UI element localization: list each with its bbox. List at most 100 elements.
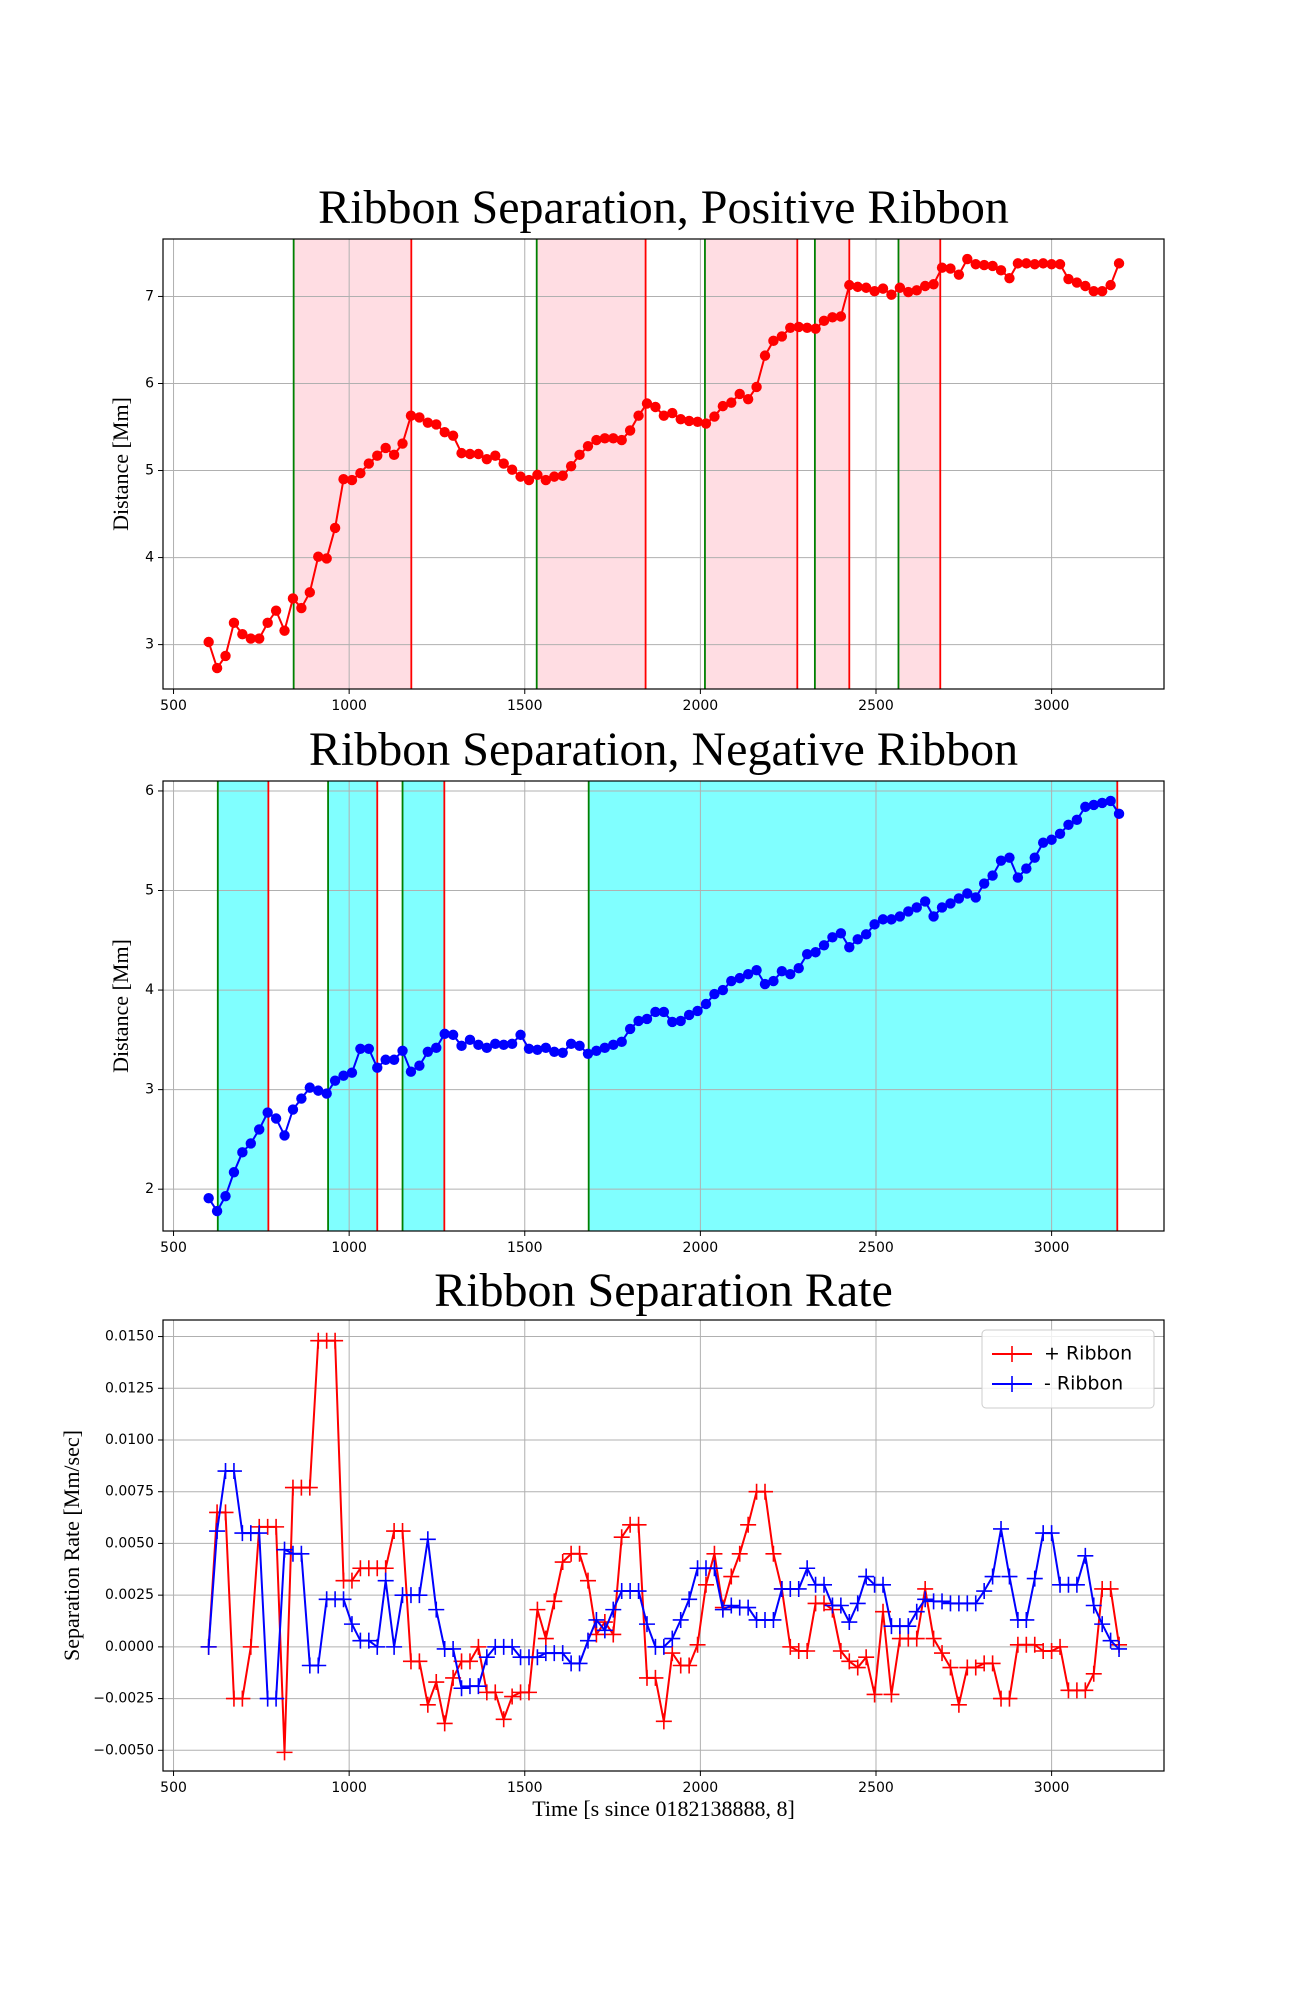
x-tick-label: 2500 bbox=[858, 1240, 894, 1256]
marker bbox=[692, 1005, 703, 1017]
marker bbox=[270, 1113, 282, 1124]
marker bbox=[925, 1630, 942, 1647]
marker bbox=[700, 418, 712, 429]
marker bbox=[1077, 1682, 1094, 1699]
marker bbox=[397, 1045, 408, 1057]
marker bbox=[338, 474, 349, 485]
marker bbox=[411, 1587, 428, 1604]
marker bbox=[987, 870, 998, 881]
marker bbox=[549, 471, 560, 482]
marker bbox=[641, 1013, 653, 1025]
marker bbox=[970, 259, 981, 270]
marker bbox=[343, 1572, 360, 1589]
marker bbox=[296, 602, 307, 614]
marker bbox=[428, 1601, 445, 1618]
marker bbox=[276, 1541, 293, 1558]
legend-marker bbox=[1004, 1376, 1020, 1392]
y-tick-label: 6 bbox=[145, 783, 154, 799]
plot-area bbox=[203, 795, 1125, 1217]
x-tick-label: 500 bbox=[160, 698, 187, 714]
marker bbox=[523, 1043, 535, 1055]
marker bbox=[1102, 1632, 1119, 1649]
marker bbox=[810, 947, 821, 958]
marker bbox=[886, 289, 897, 300]
marker bbox=[228, 617, 240, 629]
marker bbox=[554, 1645, 571, 1662]
marker bbox=[422, 417, 434, 428]
marker bbox=[832, 1643, 849, 1660]
marker bbox=[818, 315, 830, 327]
y-tick-label: 4 bbox=[145, 982, 154, 998]
x-tick-label: 1000 bbox=[331, 1240, 367, 1256]
marker bbox=[667, 1016, 678, 1028]
y-tick-label: 7 bbox=[145, 288, 154, 304]
marker bbox=[439, 1028, 450, 1040]
marker bbox=[608, 433, 619, 444]
marker bbox=[456, 1040, 467, 1052]
marker bbox=[327, 1332, 344, 1349]
marker bbox=[574, 449, 585, 461]
y-axis-label: Distance [Mm] bbox=[108, 397, 133, 531]
marker bbox=[515, 471, 526, 482]
x-tick-label: 2000 bbox=[683, 1780, 719, 1796]
marker bbox=[279, 1130, 290, 1141]
marker bbox=[321, 1088, 332, 1099]
marker bbox=[936, 902, 948, 913]
marker bbox=[355, 467, 366, 479]
marker bbox=[681, 1657, 698, 1674]
marker bbox=[532, 469, 543, 481]
y-tick-label: 0.0050 bbox=[105, 1535, 154, 1551]
marker bbox=[608, 1039, 619, 1051]
marker bbox=[967, 1659, 984, 1676]
marker bbox=[405, 1066, 417, 1077]
marker bbox=[262, 1107, 273, 1118]
x-tick-label: 2500 bbox=[858, 1780, 894, 1796]
marker bbox=[717, 400, 729, 412]
marker bbox=[883, 1686, 900, 1703]
marker bbox=[343, 1616, 360, 1633]
marker bbox=[453, 1680, 470, 1697]
marker bbox=[363, 1043, 375, 1055]
span-region bbox=[588, 781, 1118, 1231]
marker bbox=[967, 1595, 984, 1612]
marker bbox=[638, 1616, 655, 1633]
marker bbox=[372, 450, 383, 461]
span-region bbox=[328, 781, 378, 1231]
marker bbox=[658, 1006, 670, 1018]
marker bbox=[655, 1713, 672, 1730]
marker bbox=[1080, 801, 1091, 813]
marker bbox=[681, 1591, 698, 1608]
marker bbox=[776, 331, 788, 342]
marker bbox=[849, 1595, 866, 1612]
marker bbox=[447, 1029, 459, 1041]
marker bbox=[740, 1516, 757, 1533]
marker bbox=[672, 1611, 689, 1628]
marker bbox=[301, 1479, 318, 1496]
marker bbox=[464, 1034, 476, 1046]
marker bbox=[579, 1632, 596, 1649]
marker bbox=[835, 928, 847, 939]
marker bbox=[934, 1645, 951, 1662]
marker bbox=[630, 1516, 647, 1533]
marker bbox=[1105, 279, 1116, 291]
marker bbox=[490, 450, 501, 461]
marker bbox=[692, 416, 703, 427]
axes-frame bbox=[162, 780, 1165, 1232]
marker bbox=[1004, 272, 1015, 284]
marker bbox=[785, 322, 796, 333]
marker bbox=[481, 1042, 493, 1054]
marker bbox=[1043, 1643, 1060, 1660]
marker bbox=[875, 1576, 892, 1593]
marker bbox=[616, 434, 627, 446]
x-tick-label: 1500 bbox=[507, 1780, 543, 1796]
marker bbox=[917, 1591, 934, 1608]
marker bbox=[984, 1655, 1001, 1672]
chart-title: Ribbon Separation Rate bbox=[434, 1264, 893, 1317]
marker bbox=[504, 1688, 521, 1705]
marker bbox=[372, 1062, 383, 1073]
marker bbox=[523, 474, 535, 486]
x-tick-label: 1500 bbox=[507, 698, 543, 714]
marker bbox=[1071, 814, 1083, 826]
marker bbox=[655, 1638, 672, 1655]
marker bbox=[740, 1599, 757, 1616]
